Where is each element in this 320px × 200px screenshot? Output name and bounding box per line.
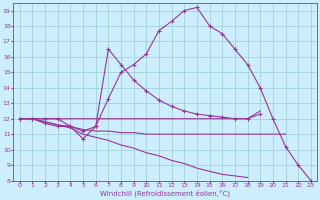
X-axis label: Windchill (Refroidissement éolien,°C): Windchill (Refroidissement éolien,°C)	[100, 190, 230, 197]
